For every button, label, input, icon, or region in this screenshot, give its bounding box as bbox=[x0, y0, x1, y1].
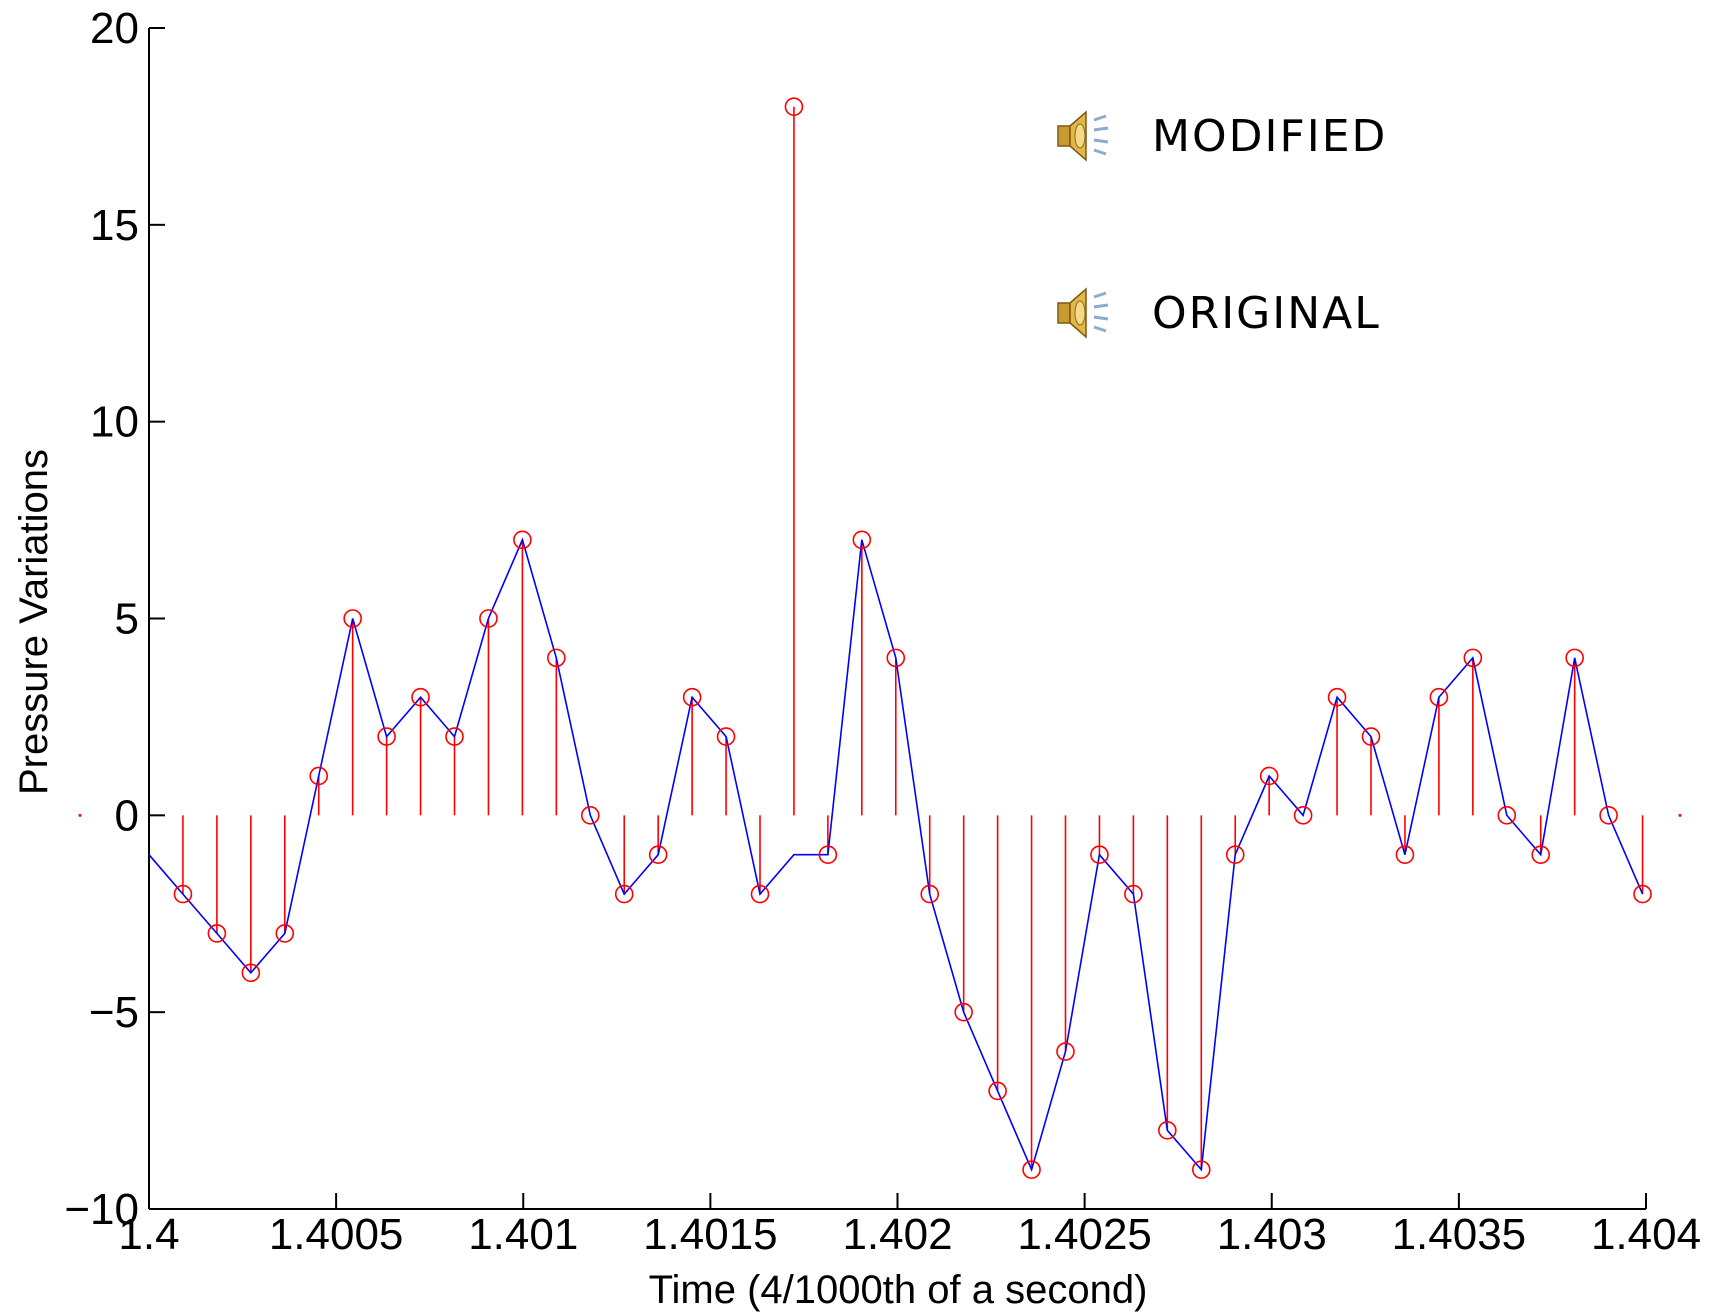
stem-marker bbox=[648, 845, 668, 865]
stem-marker bbox=[682, 687, 702, 707]
baseline-dot bbox=[78, 813, 82, 817]
stem-marker bbox=[1395, 845, 1415, 865]
stem-marker bbox=[852, 530, 872, 550]
line-series bbox=[148, 537, 1644, 1172]
x-axis-title: Time (4/1000th of a second) bbox=[649, 1268, 1148, 1312]
stem-marker bbox=[1565, 648, 1584, 668]
stem-marker bbox=[988, 1081, 1007, 1101]
x-tick-label: 1.401 bbox=[468, 1210, 578, 1259]
stem-marker bbox=[1225, 845, 1245, 865]
stem-marker bbox=[309, 766, 329, 786]
stem-marker bbox=[343, 609, 362, 628]
speaker-icon bbox=[1057, 287, 1109, 339]
stem-marker bbox=[1022, 1160, 1041, 1179]
series-line bbox=[148, 537, 1644, 1172]
axes: −10 −5 0 5 10 15 20 1.4 1.4005 1.401 1.4015 1.402 1.… bbox=[64, 4, 1701, 1259]
x-tick-label: 1.4 bbox=[118, 1210, 179, 1259]
stem-marker bbox=[1497, 806, 1517, 825]
speaker-icon bbox=[1057, 110, 1109, 162]
x-tick-label: 1.403 bbox=[1217, 1210, 1327, 1259]
x-tick-label: 1.402 bbox=[842, 1210, 952, 1259]
stem-marker bbox=[547, 648, 566, 668]
modified-audio-button[interactable]: MODIFIED bbox=[1052, 106, 1387, 166]
stem-series bbox=[182, 106, 1644, 1170]
stem-marker bbox=[784, 97, 804, 117]
stem-marker bbox=[1531, 845, 1551, 865]
stem-marker bbox=[1463, 648, 1483, 668]
stem-marker bbox=[580, 806, 600, 825]
stem-marker bbox=[920, 884, 940, 904]
stem-marker bbox=[1124, 884, 1143, 904]
baseline-dot bbox=[1678, 813, 1682, 817]
stem-marker bbox=[1259, 766, 1279, 786]
stem-marker bbox=[1633, 884, 1652, 904]
original-audio-button[interactable]: ORIGINAL bbox=[1052, 283, 1381, 343]
x-tick-label: 1.4015 bbox=[643, 1210, 778, 1259]
y-axis-title: Pressure Variations bbox=[12, 449, 56, 795]
x-tick-label: 1.4025 bbox=[1017, 1210, 1152, 1259]
stem-marker bbox=[513, 530, 532, 550]
x-tick-label: 1.4005 bbox=[269, 1210, 404, 1259]
y-tick-label: 20 bbox=[90, 4, 139, 53]
y-tick-label: −10 bbox=[64, 1185, 139, 1234]
stem-marker bbox=[1599, 806, 1618, 825]
stem-marker bbox=[750, 884, 770, 904]
stem-marker bbox=[275, 924, 295, 943]
stem-marker bbox=[818, 845, 838, 865]
stem-markers bbox=[173, 97, 1652, 1179]
y-tick-label: 5 bbox=[115, 595, 139, 644]
stem-marker bbox=[716, 727, 736, 746]
stem-marker bbox=[886, 648, 906, 668]
stem-marker bbox=[241, 963, 261, 983]
stem-marker bbox=[1158, 1120, 1177, 1140]
y-tick-label: 10 bbox=[90, 398, 139, 447]
modified-label: MODIFIED bbox=[1152, 110, 1388, 162]
stem-marker bbox=[1429, 687, 1449, 707]
stem-marker bbox=[411, 687, 430, 707]
x-tick-label: 1.404 bbox=[1591, 1210, 1701, 1259]
stem-marker bbox=[207, 924, 227, 943]
stem-marker bbox=[614, 884, 634, 904]
x-tick-label: 1.4035 bbox=[1392, 1210, 1527, 1259]
stem-marker bbox=[1327, 687, 1347, 707]
y-tick-label: 0 bbox=[115, 791, 139, 840]
stem-marker bbox=[377, 727, 396, 746]
stem-marker bbox=[445, 727, 464, 746]
stem-marker bbox=[1191, 1160, 1211, 1179]
stem-marker bbox=[1090, 845, 1109, 865]
stem-marker bbox=[954, 1002, 973, 1022]
stem-marker bbox=[1361, 727, 1381, 746]
y-tick-label: 15 bbox=[90, 201, 139, 250]
original-label: ORIGINAL bbox=[1152, 287, 1381, 339]
stem-marker bbox=[479, 609, 498, 628]
stem-marker bbox=[173, 884, 193, 904]
y-tick-label: −5 bbox=[89, 988, 139, 1037]
stem-marker bbox=[1056, 1042, 1075, 1061]
stem-marker bbox=[1293, 806, 1313, 825]
